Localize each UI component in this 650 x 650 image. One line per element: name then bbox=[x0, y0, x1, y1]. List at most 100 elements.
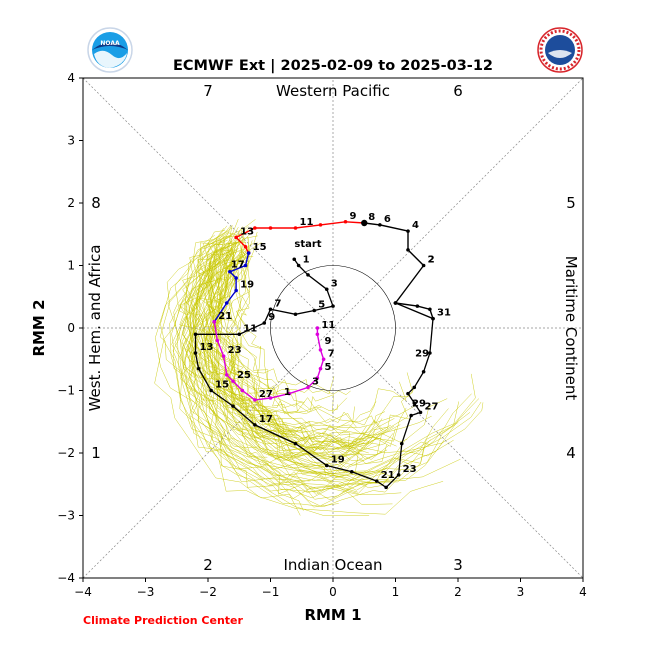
forecast-day-label: 6 bbox=[384, 214, 391, 225]
observed-day-label: 21 bbox=[381, 470, 395, 481]
forecast-day-label: 21 bbox=[218, 311, 232, 322]
forecast-point bbox=[234, 235, 238, 240]
x-tick-label: −3 bbox=[137, 585, 155, 599]
forecast-point bbox=[224, 373, 229, 377]
region-label-indian-ocean: Indian Ocean bbox=[283, 556, 382, 574]
observed-point bbox=[296, 263, 301, 268]
ensemble-member-line bbox=[183, 248, 365, 475]
ensemble-member-line bbox=[195, 219, 315, 456]
ensemble-member-line bbox=[178, 235, 339, 508]
ensemble-member-line bbox=[213, 242, 322, 414]
ensemble-member-line bbox=[160, 231, 449, 485]
forecast-point bbox=[421, 263, 426, 268]
observed-point bbox=[268, 307, 273, 312]
observed-point bbox=[306, 273, 310, 277]
observed-day-label: 19 bbox=[331, 455, 345, 466]
region-label-west-hem-africa: West. Hem. and Africa bbox=[86, 245, 104, 412]
y-tick-label: −1 bbox=[57, 384, 75, 398]
phase-number-5: 5 bbox=[566, 194, 576, 212]
forecast-segment-line bbox=[213, 321, 325, 401]
forecast-day-label: 8 bbox=[368, 212, 375, 223]
noaa-logo-text: NOAA bbox=[100, 40, 120, 47]
x-tick-label: 3 bbox=[517, 585, 525, 599]
observed-point bbox=[231, 404, 235, 408]
forecast-point bbox=[243, 244, 248, 249]
ensemble-member-line bbox=[196, 237, 364, 468]
observed-point bbox=[293, 312, 298, 317]
region-label-maritime-continent: Maritime Continent bbox=[562, 256, 580, 401]
ensemble-member-line bbox=[183, 228, 326, 477]
forecast-day-label: 19 bbox=[240, 280, 254, 291]
observed-trajectory-line bbox=[194, 258, 434, 489]
observed-point bbox=[349, 469, 354, 474]
forecast-day-label: 17 bbox=[231, 260, 245, 271]
observed-point bbox=[412, 385, 417, 390]
forecast-point bbox=[315, 332, 320, 337]
ensemble-member-line bbox=[212, 249, 339, 415]
forecast-segment-line bbox=[364, 222, 425, 304]
forecast-day-label: 13 bbox=[240, 226, 254, 237]
forecast-point bbox=[215, 338, 220, 343]
ensemble-member-line bbox=[182, 227, 289, 439]
forecast-point bbox=[318, 223, 323, 227]
forecast-point bbox=[253, 398, 257, 402]
ensemble-member-line bbox=[235, 256, 306, 403]
x-tick-label: −4 bbox=[74, 585, 92, 599]
observed-point bbox=[324, 287, 329, 292]
forecast-day-label: 11 bbox=[300, 217, 314, 228]
observed-day-label: 31 bbox=[437, 308, 451, 319]
ensemble-member-line bbox=[189, 226, 358, 478]
forecast-day-label: 9 bbox=[350, 211, 357, 222]
ensemble-member-line bbox=[207, 255, 413, 469]
observed-day-label: 3 bbox=[331, 278, 338, 289]
ensemble-member-line bbox=[191, 235, 397, 459]
observed-day-label: 13 bbox=[200, 342, 214, 353]
forecast-point bbox=[228, 269, 232, 274]
ensemble-member-line bbox=[216, 238, 395, 450]
forecast-point bbox=[243, 263, 248, 268]
ensemble-member-line bbox=[196, 251, 377, 450]
forecast-point bbox=[306, 385, 310, 390]
ensemble-member-line bbox=[184, 234, 476, 474]
x-tick-label: 4 bbox=[579, 585, 587, 599]
forecast-point bbox=[234, 288, 238, 293]
forecast-day-label: 9 bbox=[325, 336, 332, 347]
forecast-point bbox=[406, 229, 410, 233]
forecast-point bbox=[318, 348, 323, 352]
y-tick-label: 4 bbox=[67, 71, 75, 85]
national-weather-service-logo-icon bbox=[537, 27, 583, 73]
forecast-day-label: 23 bbox=[228, 345, 242, 356]
chart-title: ECMWF Ext | 2025-02-09 to 2025-03-12 bbox=[173, 58, 493, 74]
ensemble-member-line bbox=[159, 226, 301, 516]
observed-point bbox=[209, 388, 213, 393]
observed-point bbox=[331, 304, 335, 308]
ensemble-member-line bbox=[204, 246, 432, 455]
forecast-point bbox=[406, 248, 410, 252]
phase-number-4: 4 bbox=[566, 444, 576, 462]
forecast-point bbox=[268, 226, 273, 230]
ensemble-member-line bbox=[200, 254, 389, 458]
ensemble-member-line bbox=[185, 226, 393, 507]
end-point-marker bbox=[361, 219, 368, 227]
forecast-point bbox=[253, 226, 257, 230]
observed-point bbox=[237, 332, 242, 337]
extra-day-label: 29 bbox=[412, 398, 426, 409]
phase-region-labels: Western Pacific Indian Ocean West. Hem. an… bbox=[86, 82, 580, 574]
observed-day-label: 9 bbox=[268, 312, 275, 323]
forecast-point bbox=[240, 388, 245, 393]
forecast-point bbox=[431, 316, 435, 321]
ensemble-member-line bbox=[171, 242, 431, 482]
ensemble-member-line bbox=[181, 241, 471, 477]
forecast-day-label: 3 bbox=[312, 376, 319, 387]
ensemble-member-line bbox=[179, 237, 344, 479]
forecast-day-label: 11 bbox=[321, 320, 335, 331]
ensemble-member-line bbox=[233, 231, 367, 472]
forecast-day-label: 4 bbox=[412, 220, 419, 231]
observed-point bbox=[193, 332, 198, 337]
forecast-point bbox=[246, 251, 251, 255]
forecast-point bbox=[234, 276, 238, 280]
ensemble-members bbox=[154, 219, 484, 516]
phase-number-8: 8 bbox=[91, 194, 101, 212]
